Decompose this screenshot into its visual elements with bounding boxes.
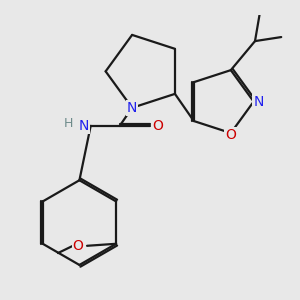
Text: N: N — [127, 101, 137, 115]
Text: O: O — [225, 128, 236, 142]
Text: H: H — [64, 117, 73, 130]
Text: N: N — [253, 94, 264, 109]
Text: O: O — [73, 239, 84, 253]
Text: O: O — [152, 119, 163, 133]
Text: N: N — [78, 119, 88, 133]
